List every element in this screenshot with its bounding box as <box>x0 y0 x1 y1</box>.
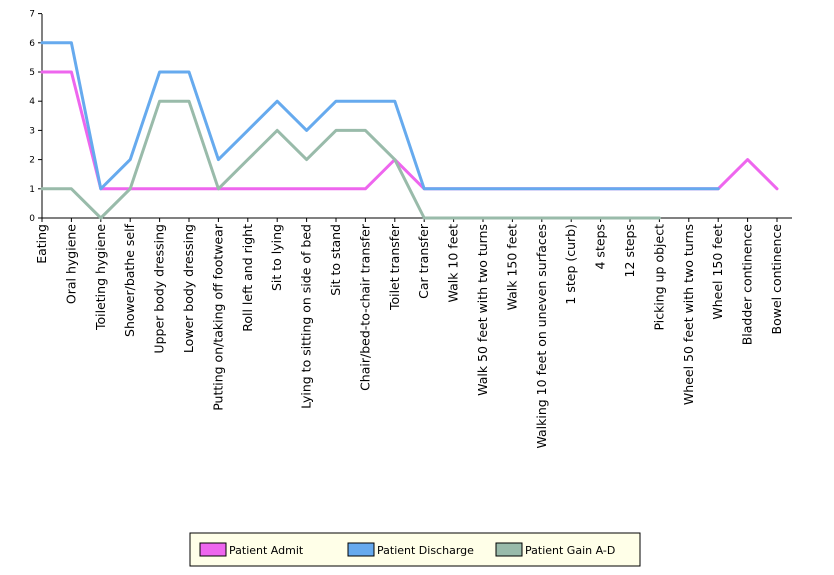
legend-box <box>189 532 641 567</box>
x-category-label: Bladder continence <box>740 224 755 346</box>
y-tick-label: 4 <box>29 97 35 107</box>
x-category-label: Lower body dressing <box>181 224 196 353</box>
x-category-label: 4 steps <box>593 224 608 269</box>
y-ticks: 0 1 2 3 4 5 6 7 <box>29 10 42 224</box>
x-category-label: Toileting hygiene <box>93 224 108 331</box>
axes <box>41 14 792 219</box>
series-lines <box>40 41 779 220</box>
legend-label: Patient Gain A-D <box>525 544 615 557</box>
y-tick-label: 2 <box>29 156 35 166</box>
x-category-label: Lying to sitting on side of bed <box>299 224 314 409</box>
x-category-label: Wheel 150 feet <box>710 224 725 320</box>
x-category-label: Roll left and right <box>240 224 255 332</box>
x-category-label: Bowel continence <box>769 224 784 335</box>
x-category-label: Walk 10 feet <box>446 224 461 303</box>
x-category-label: Eating <box>34 224 49 264</box>
legend-items: Patient Admit Patient Discharge Patient Ga… <box>199 542 615 557</box>
y-tick-label: 6 <box>29 39 35 49</box>
y-tick-label: 3 <box>29 126 35 136</box>
legend-label: Patient Discharge <box>377 544 474 557</box>
y-tick-label: 1 <box>29 185 35 195</box>
x-category-label: 12 steps <box>622 224 637 277</box>
x-category-label: Sit to stand <box>328 224 343 296</box>
x-category-label: Walk 150 feet <box>504 224 519 311</box>
legend-swatch <box>495 542 523 557</box>
x-category-label: Wheel 50 feet with two turns <box>681 224 696 405</box>
series-line <box>40 41 720 191</box>
x-category-label: 1 step (curb) <box>563 224 578 305</box>
y-tick-label: 0 <box>29 214 35 224</box>
x-category-label: Toilet transfer <box>387 223 402 311</box>
x-category-label: Upper body dressing <box>152 224 167 354</box>
series-line <box>40 99 661 220</box>
y-tick-label: 7 <box>29 10 35 20</box>
legend: Patient Admit Patient Discharge Patient Ga… <box>189 532 641 567</box>
y-tick-label: 5 <box>29 68 35 78</box>
x-category-label: Sit to lying <box>269 224 284 291</box>
x-category-label: Walk 50 feet with two turns <box>475 224 490 396</box>
x-category-label: Car transfer <box>416 223 431 299</box>
x-category-label: Chair/bed-to-chair transfer <box>357 223 372 391</box>
legend-label: Patient Admit <box>229 544 304 557</box>
x-category-label: Walking 10 feet on uneven surfaces <box>534 224 549 449</box>
legend-swatch <box>347 542 375 557</box>
x-ticks: Eating Oral hygiene Toileting hygiene Showe… <box>34 218 784 449</box>
x-category-label: Putting on/taking off footwear <box>210 223 225 411</box>
legend-swatch <box>199 542 227 557</box>
x-category-label: Picking up object <box>651 224 666 331</box>
x-category-label: Oral hygiene <box>63 224 78 304</box>
x-category-label: Shower/bathe self <box>122 223 137 337</box>
